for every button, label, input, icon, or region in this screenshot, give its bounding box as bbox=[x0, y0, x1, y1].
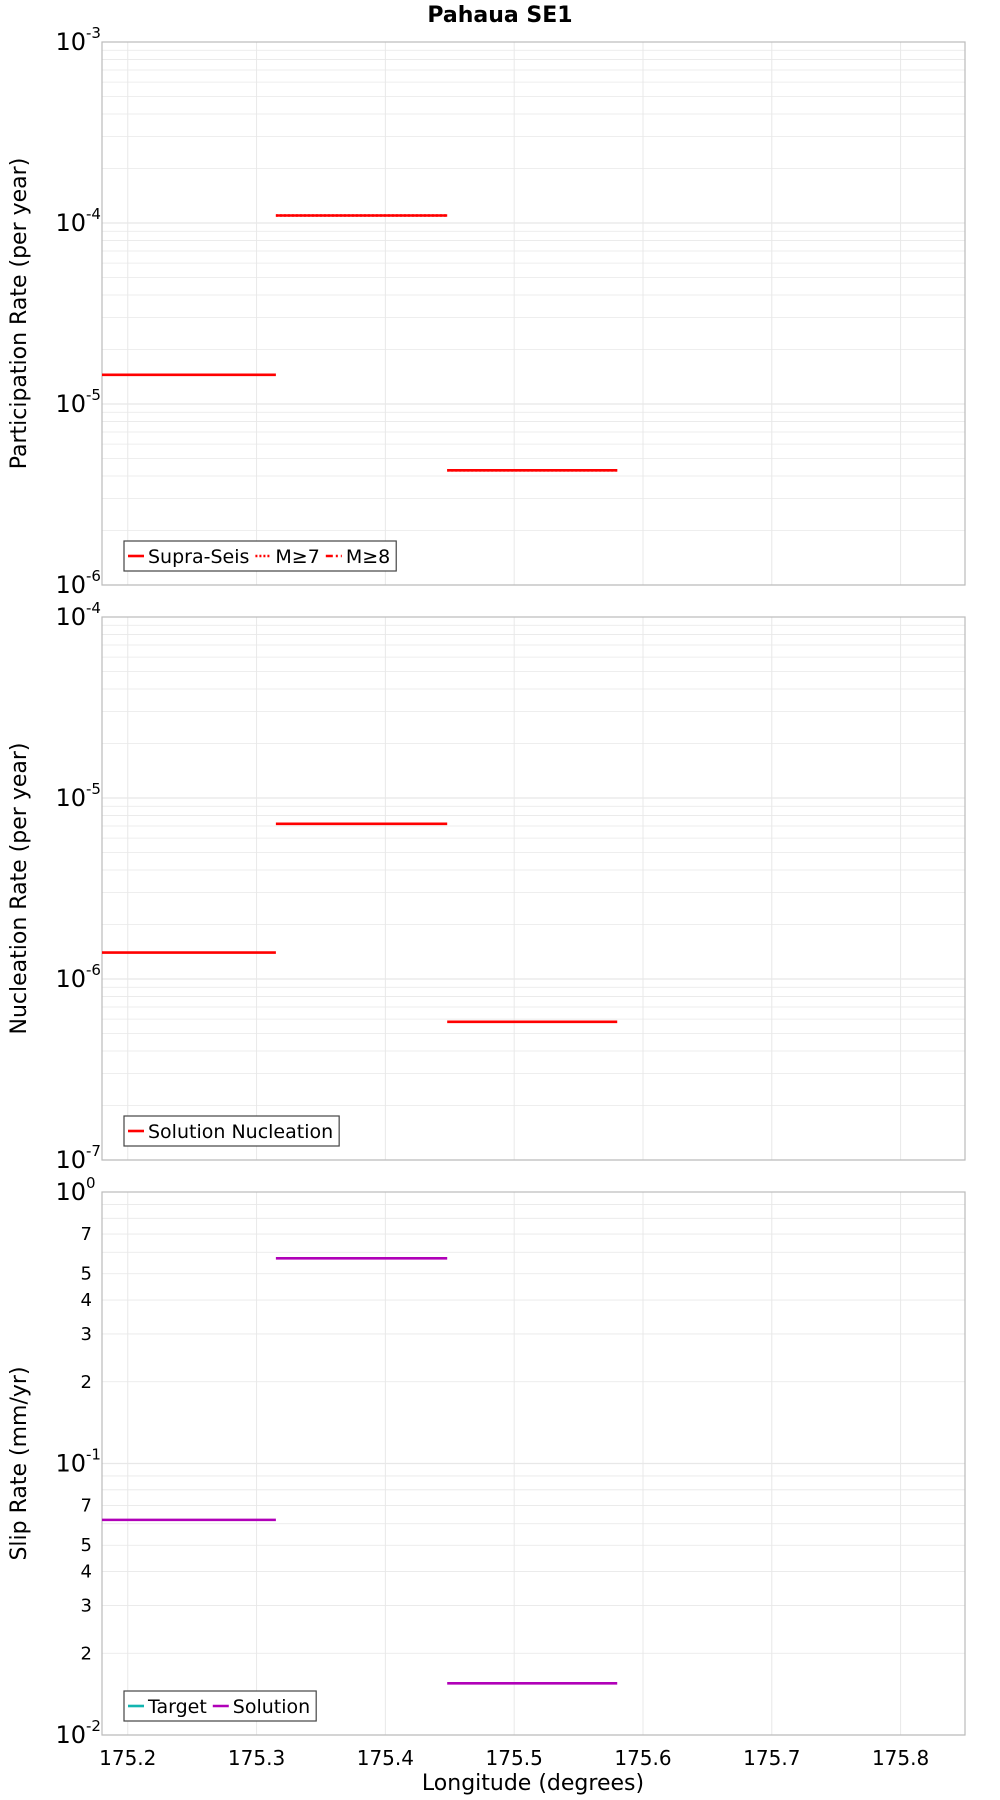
y-tick-base: 7 bbox=[81, 1496, 92, 1517]
y-tick-base: 3 bbox=[81, 1595, 92, 1616]
legend: Target Solution bbox=[123, 1690, 317, 1722]
y-tick-base: 10 bbox=[55, 28, 86, 56]
plot-frame bbox=[101, 1191, 966, 1736]
x-tick-label: 175.5 bbox=[486, 1746, 543, 1770]
legend: Supra-Seis M≥7 M≥8 bbox=[123, 540, 397, 572]
y-tick-exponent: -6 bbox=[86, 567, 101, 585]
y-tick-label: 10 bbox=[55, 784, 86, 812]
y-tick-label: 4 bbox=[81, 1290, 92, 1311]
series-solution-nucleation bbox=[102, 822, 618, 1024]
y-tick-exponent: -5 bbox=[86, 780, 101, 798]
y-tick-exponent: -4 bbox=[86, 205, 101, 223]
y-tick-label: 4 bbox=[81, 1562, 92, 1583]
y-tick-base: 10 bbox=[55, 1146, 86, 1174]
legend-label: Target bbox=[147, 1696, 207, 1718]
y-tick-label: 5 bbox=[81, 1264, 92, 1285]
x-tick-label: 175.3 bbox=[228, 1746, 285, 1770]
y-tick-base: 10 bbox=[55, 209, 86, 237]
y-tick-exponent: -2 bbox=[86, 1717, 101, 1735]
plot-frame bbox=[101, 616, 966, 1161]
y-tick-base: 10 bbox=[55, 571, 86, 599]
y-tick-exponent: -3 bbox=[86, 24, 101, 42]
y-tick-base: 10 bbox=[55, 784, 86, 812]
y-tick-label: 10 bbox=[55, 1146, 86, 1174]
y-tick-base: 4 bbox=[81, 1562, 92, 1583]
legend-label: Solution Nucleation bbox=[148, 1121, 333, 1143]
y-tick-label: 2 bbox=[81, 1372, 92, 1393]
legend-label: Solution bbox=[233, 1696, 310, 1718]
y-tick-base: 5 bbox=[81, 1264, 92, 1285]
y-tick-label: 10 bbox=[55, 965, 86, 993]
y-tick-label: 7 bbox=[81, 1496, 92, 1517]
series-m-7 bbox=[275, 214, 618, 472]
y-tick-base: 10 bbox=[55, 390, 86, 418]
y-tick-base: 7 bbox=[81, 1224, 92, 1245]
y-tick-label: 10 bbox=[55, 1178, 86, 1206]
y-tick-exponent: -1 bbox=[86, 1446, 101, 1464]
y-tick-base: 10 bbox=[55, 965, 86, 993]
legend-label: M≥8 bbox=[346, 546, 390, 568]
y-tick-base: 2 bbox=[81, 1643, 92, 1664]
y-tick-label: 10 bbox=[55, 571, 86, 599]
y-tick-label: 10 bbox=[55, 1450, 86, 1478]
y-axis-label: Slip Rate (mm/yr) bbox=[7, 1366, 32, 1560]
y-tick-base: 10 bbox=[55, 1721, 86, 1749]
y-tick-base: 10 bbox=[55, 603, 86, 631]
y-tick-label: 5 bbox=[81, 1535, 92, 1556]
y-tick-label: 3 bbox=[81, 1324, 92, 1345]
y-tick-base: 4 bbox=[81, 1290, 92, 1311]
series-solution bbox=[102, 1256, 618, 1685]
legend: Solution Nucleation bbox=[123, 1115, 340, 1147]
y-tick-label: 2 bbox=[81, 1643, 92, 1664]
x-tick-label: 175.7 bbox=[743, 1746, 800, 1770]
y-axis-label: Nucleation Rate (per year) bbox=[7, 743, 32, 1035]
y-tick-base: 2 bbox=[81, 1372, 92, 1393]
y-tick-label: 10 bbox=[55, 1721, 86, 1749]
y-tick-label: 3 bbox=[81, 1595, 92, 1616]
y-tick-base: 5 bbox=[81, 1535, 92, 1556]
legend-label: Supra-Seis bbox=[148, 546, 249, 568]
x-tick-label: 175.4 bbox=[357, 1746, 414, 1770]
y-tick-base: 10 bbox=[55, 1450, 86, 1478]
y-tick-base: 10 bbox=[55, 1178, 86, 1206]
y-tick-exponent: -6 bbox=[86, 961, 101, 979]
y-tick-exponent: -4 bbox=[86, 599, 101, 617]
legend-label: M≥7 bbox=[275, 546, 319, 568]
chart-title: Pahaua SE1 bbox=[427, 3, 572, 28]
y-tick-base: 3 bbox=[81, 1324, 92, 1345]
x-axis-label: Longitude (degrees) bbox=[422, 1771, 644, 1796]
x-tick-label: 175.8 bbox=[872, 1746, 929, 1770]
y-tick-label: 10 bbox=[55, 390, 86, 418]
x-tick-label: 175.2 bbox=[99, 1746, 156, 1770]
y-tick-exponent: -5 bbox=[86, 386, 101, 404]
plot-frame bbox=[101, 41, 966, 586]
y-axis-label: Participation Rate (per year) bbox=[7, 158, 32, 470]
x-tick-label: 175.6 bbox=[614, 1746, 671, 1770]
y-tick-label: 7 bbox=[81, 1224, 92, 1245]
y-tick-exponent: -7 bbox=[86, 1142, 101, 1160]
y-tick-label: 10 bbox=[55, 209, 86, 237]
legend-box bbox=[123, 1115, 340, 1147]
y-tick-label: 10 bbox=[55, 28, 86, 56]
y-tick-exponent: 0 bbox=[86, 1174, 96, 1192]
y-tick-label: 10 bbox=[55, 603, 86, 631]
